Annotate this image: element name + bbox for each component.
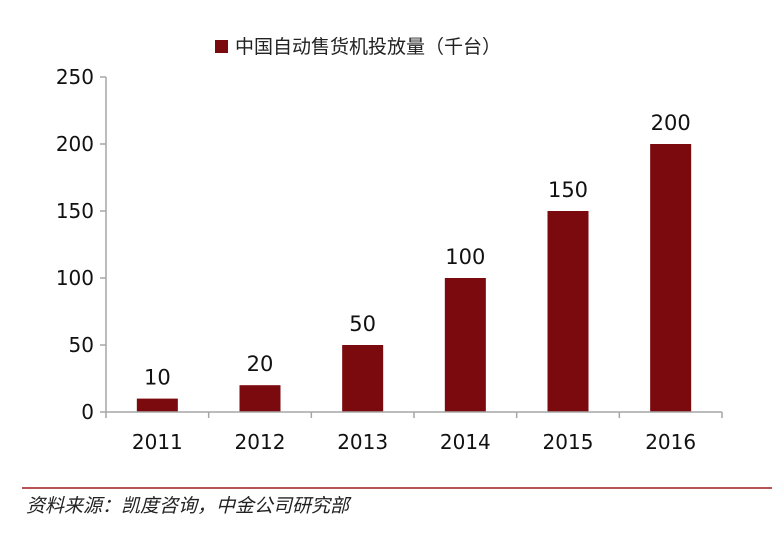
- legend-swatch: [215, 40, 228, 53]
- y-axis-tick-labels: 0 50 100 150 200 250: [56, 65, 94, 424]
- data-labels: 10 20 50 100 150 200: [144, 111, 691, 390]
- x-tick-label-2016: 2016: [645, 430, 696, 454]
- data-label-2014: 100: [445, 245, 485, 269]
- y-tick-label: 100: [56, 266, 94, 290]
- bar-2016: [650, 144, 692, 412]
- data-label-2015: 150: [548, 178, 588, 202]
- x-axis-tick-labels: 2011 2012 2013 2014 2015 2016: [132, 430, 696, 454]
- source-note: 资料来源：凯度咨询，中金公司研究部: [26, 495, 352, 517]
- data-label-2013: 50: [349, 312, 376, 336]
- bar-2014: [444, 278, 486, 412]
- legend-label: 中国自动售货机投放量（千台）: [235, 36, 501, 58]
- x-tick-label-2011: 2011: [132, 430, 183, 454]
- bar-2012: [239, 385, 281, 412]
- legend: 中国自动售货机投放量（千台）: [215, 36, 501, 58]
- y-tick-label: 50: [69, 333, 94, 357]
- y-tick-label: 200: [56, 132, 94, 156]
- x-tick-label-2012: 2012: [235, 430, 286, 454]
- y-tick-label: 0: [81, 400, 94, 424]
- y-axis-ticks: [100, 76, 106, 413]
- data-label-2011: 10: [144, 366, 171, 390]
- bar-2011: [136, 398, 178, 412]
- y-tick-label: 150: [56, 199, 94, 223]
- bar-2015: [547, 211, 589, 412]
- bar-2013: [342, 345, 384, 412]
- bars: [136, 144, 692, 412]
- x-tick-label-2014: 2014: [440, 430, 491, 454]
- x-tick-label-2015: 2015: [543, 430, 594, 454]
- data-label-2016: 200: [651, 111, 691, 135]
- y-tick-label: 250: [56, 65, 94, 89]
- x-tick-label-2013: 2013: [337, 430, 388, 454]
- data-label-2012: 20: [247, 352, 274, 376]
- x-axis-ticks: [105, 412, 723, 418]
